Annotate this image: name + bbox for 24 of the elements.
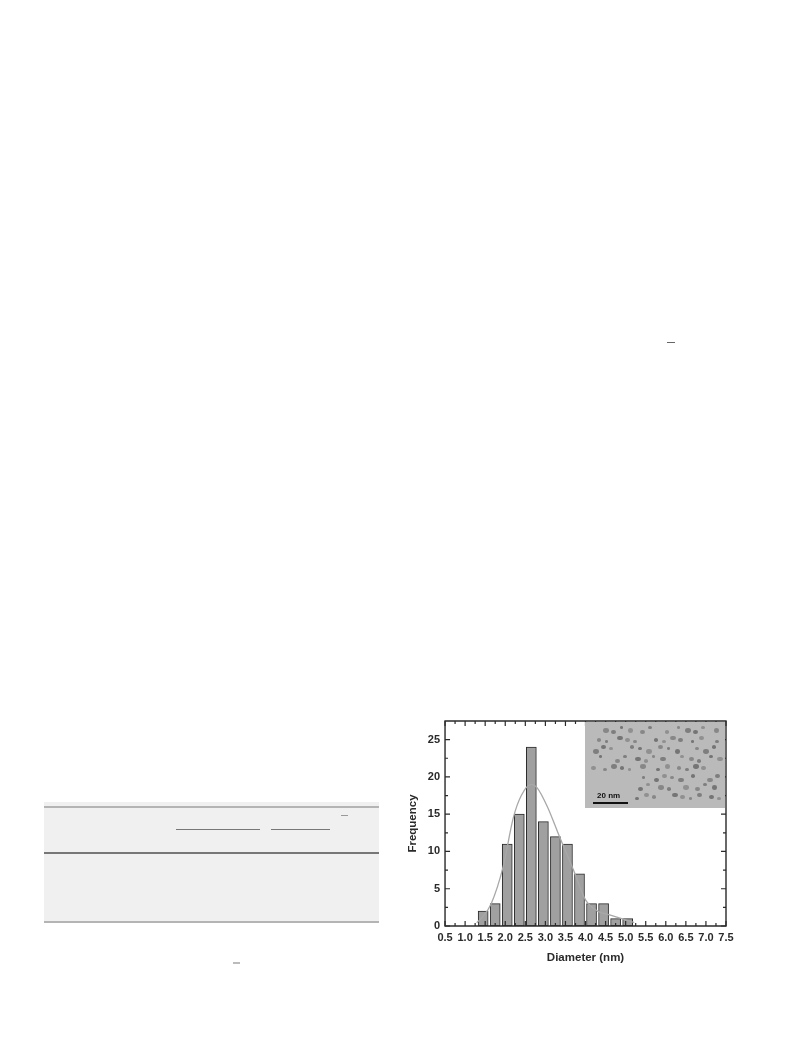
- x-tick-label: 2.5: [517, 930, 533, 943]
- y-tick-label: 10: [427, 844, 441, 857]
- x-tick-label: 4.0: [577, 930, 594, 943]
- y-tick-label: 5: [433, 881, 441, 894]
- y-axis-title: Frequency: [406, 793, 419, 853]
- x-tick-label: 3.0: [537, 930, 554, 943]
- x-tick-label: 0.5: [437, 930, 453, 943]
- x-tick-label: 3.5: [557, 930, 574, 943]
- x-tick-label: 4.5: [597, 930, 614, 943]
- x-tick-label: 2.0: [497, 930, 513, 943]
- annotation: 20 nm: [597, 791, 621, 801]
- x-tick-label: 1.0: [457, 930, 473, 943]
- y-tick-label: 25: [427, 732, 441, 745]
- x-tick-label: 7.0: [698, 930, 714, 943]
- x-tick-label: 7.5: [718, 930, 734, 943]
- x-tick-label: 5.5: [638, 930, 654, 943]
- x-axis-title: Diameter (nm): [546, 951, 625, 964]
- x-tick-label: 6.5: [678, 930, 694, 943]
- x-tick-label: 6.0: [658, 930, 674, 943]
- y-tick-label: 20: [427, 769, 441, 782]
- x-tick-label: 1.5: [477, 930, 493, 943]
- y-tick-label: 0: [433, 919, 441, 932]
- y-tick-label: 15: [427, 807, 441, 820]
- x-tick-label: 5.0: [618, 930, 634, 943]
